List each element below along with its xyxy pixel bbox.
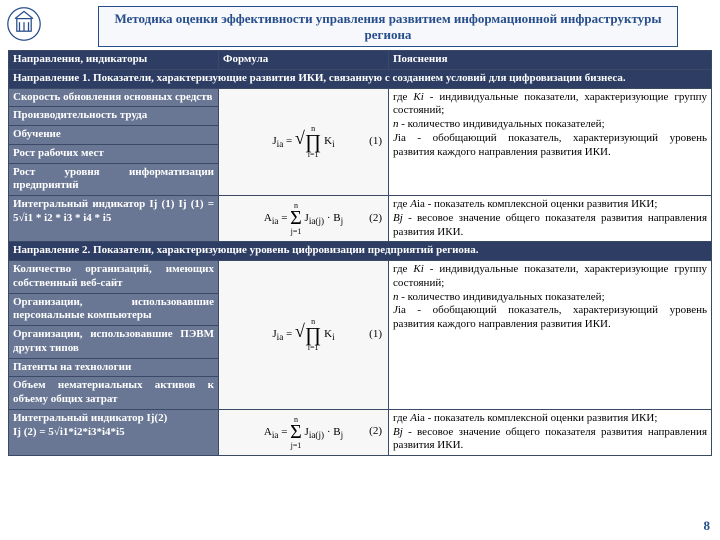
- section-2-heading: Направление 2. Показатели, характеризующ…: [9, 242, 712, 261]
- indicator: Скорость обновления основных средств: [9, 88, 219, 107]
- indicator: Патенты на технологии: [9, 358, 219, 377]
- page-number: 8: [704, 518, 711, 534]
- formula-1: Jia = √n∏i=1 Ki (1): [219, 88, 389, 196]
- indicator: Обучение: [9, 126, 219, 145]
- integral-indicator-1: Интегральный индикатор Ij (1) Ij (1) = 5…: [9, 196, 219, 242]
- indicator: Производительность труда: [9, 107, 219, 126]
- section-1-heading: Направление 1. Показатели, характеризующ…: [9, 69, 712, 88]
- integral-indicator-2: Интегральный индикатор Ij(2) Ij (2) = 5√…: [9, 409, 219, 455]
- indicator: Объем нематериальных активов к объему об…: [9, 377, 219, 410]
- indicator: Рост рабочих мест: [9, 144, 219, 163]
- col-directions: Направления, индикаторы: [9, 51, 219, 70]
- explanation-1b: где Ki - индивидуальные показатели, хара…: [389, 261, 712, 410]
- col-explanation: Пояснения: [389, 51, 712, 70]
- formula-2b: Aia = nΣj=1 Jia(j) · Bj (2): [219, 409, 389, 455]
- table-header-row: Направления, индикаторы Формула Пояснени…: [9, 51, 712, 70]
- formula-2: Aia = nΣj=1 Jia(j) · Bj (2): [219, 196, 389, 242]
- explanation-2: где Аia - показатель комплексной оценки …: [389, 196, 712, 242]
- indicator: Организации, использовавшие ПЭВМ других …: [9, 326, 219, 359]
- indicator: Количество организаций, имеющих собствен…: [9, 261, 219, 294]
- formula-1b: Jia = √n∏i=1 Ki (1): [219, 261, 389, 410]
- indicator: Организации, использовавшие персональные…: [9, 293, 219, 326]
- explanation-1: где Ki - индивидуальные показатели, хара…: [389, 88, 712, 196]
- institution-logo: [4, 4, 44, 44]
- col-formula: Формула: [219, 51, 389, 70]
- indicator: Рост уровня информатизации предприятий: [9, 163, 219, 196]
- methodology-table: Направления, индикаторы Формула Пояснени…: [8, 50, 712, 456]
- explanation-2b: где Аia - показатель комплексной оценки …: [389, 409, 712, 455]
- page-title: Методика оценки эффективности управления…: [98, 6, 678, 47]
